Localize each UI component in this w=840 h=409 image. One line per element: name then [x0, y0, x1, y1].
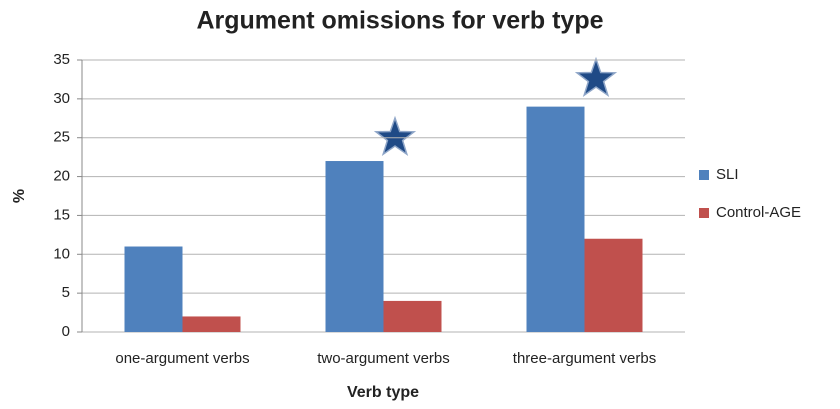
y-tick-label: 30 [53, 90, 70, 107]
bar [325, 161, 384, 332]
bar [526, 106, 585, 332]
bar [182, 316, 241, 332]
legend-swatch [699, 170, 709, 180]
x-tick-label: one-argument verbs [115, 350, 249, 367]
bar [124, 246, 183, 332]
x-axis-title: Verb type [347, 384, 419, 401]
star [373, 115, 417, 157]
legend-label: Control-AGE [716, 204, 801, 221]
y-tick-label: 20 [53, 168, 70, 185]
annotations [373, 56, 618, 157]
x-tick-label: two-argument verbs [317, 350, 450, 367]
bar [383, 300, 442, 332]
y-tick-label: 5 [62, 284, 70, 301]
y-tick-label: 10 [53, 245, 70, 262]
y-tick-label: 35 [53, 51, 70, 68]
chart-title: Argument omissions for verb type [196, 7, 603, 35]
legend-label: SLI [716, 166, 739, 183]
y-tick-label: 25 [53, 129, 70, 146]
y-axis-title: % [11, 189, 28, 203]
bar [584, 238, 643, 332]
legend-swatch [699, 208, 709, 218]
x-tick-label: three-argument verbs [513, 350, 656, 367]
y-tick-label: 0 [62, 323, 70, 340]
star [574, 56, 618, 98]
y-tick-label: 15 [53, 206, 70, 223]
